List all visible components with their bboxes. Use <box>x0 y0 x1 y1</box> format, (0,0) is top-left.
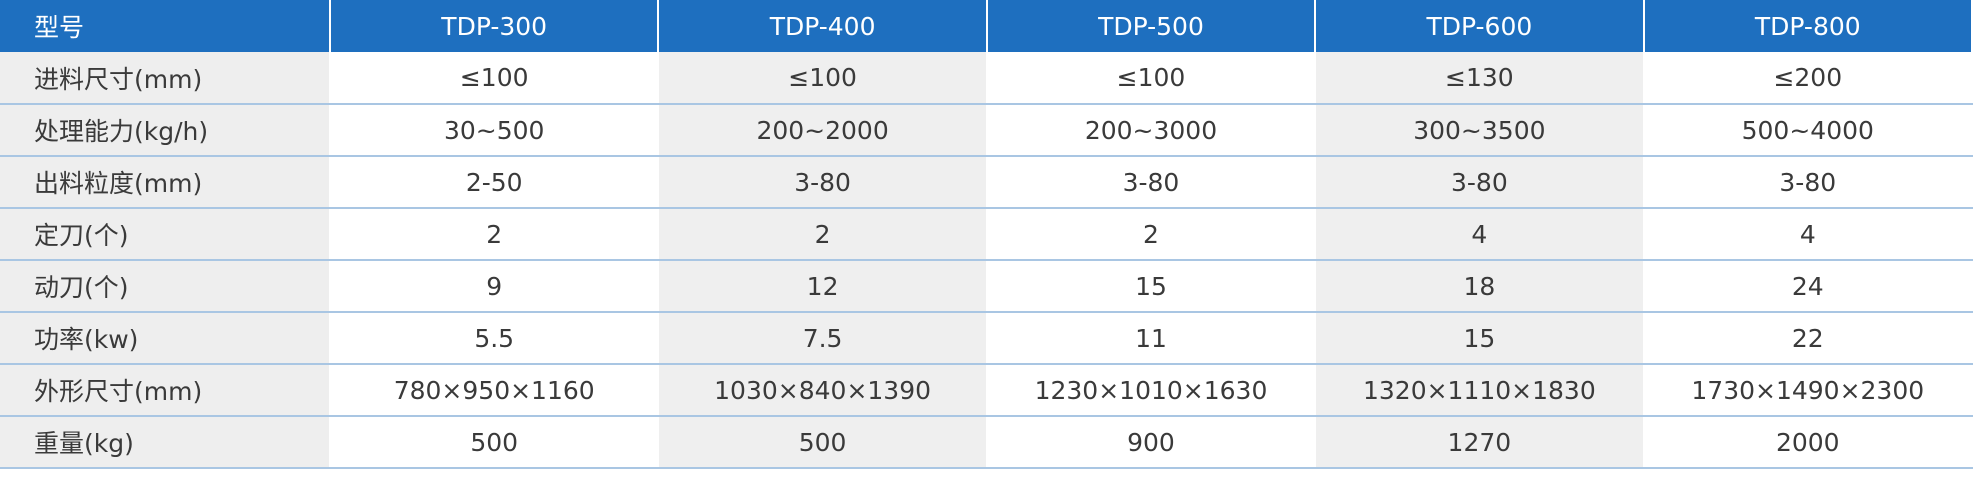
header-cell: TDP-400 <box>658 0 988 52</box>
table-row: 进料尺寸(mm) ≤100 ≤100 ≤100 ≤130 ≤200 <box>0 52 1973 105</box>
table-row: 外形尺寸(mm) 780×950×1160 1030×840×1390 1230×10… <box>0 364 1973 417</box>
table-cell: 9 <box>330 260 660 313</box>
row-label: 出料粒度(mm) <box>0 156 331 209</box>
table-cell: 15 <box>986 260 1317 313</box>
table-cell: 200~2000 <box>658 104 988 157</box>
row-label: 进料尺寸(mm) <box>0 52 331 105</box>
table-row: 出料粒度(mm) 2-50 3-80 3-80 3-80 3-80 <box>0 156 1973 209</box>
table-cell: 30~500 <box>330 104 660 157</box>
table-row: 动刀(个) 9 12 15 18 24 <box>0 260 1973 313</box>
table-cell: 300~3500 <box>1315 104 1645 157</box>
row-label: 功率(kw) <box>0 312 331 365</box>
table-cell: ≤100 <box>986 52 1317 105</box>
table-cell: 1230×1010×1630 <box>986 364 1317 417</box>
table-cell: 24 <box>1643 260 1973 313</box>
table-cell: 2 <box>330 208 660 261</box>
table-body: 进料尺寸(mm) ≤100 ≤100 ≤100 ≤130 ≤200 处理能力(kg/h) 30… <box>0 52 1973 469</box>
table-cell: 2 <box>986 208 1317 261</box>
row-label: 定刀(个) <box>0 208 331 261</box>
table-cell: 200~3000 <box>986 104 1317 157</box>
table-cell: 12 <box>658 260 988 313</box>
table-cell: ≤100 <box>330 52 660 105</box>
table-cell: 900 <box>986 416 1317 469</box>
table-cell: 4 <box>1315 208 1645 261</box>
table-cell: 3-80 <box>1643 156 1973 209</box>
header-cell: 型号 <box>0 0 331 52</box>
table-cell: 3-80 <box>658 156 988 209</box>
table-cell: 7.5 <box>658 312 988 365</box>
table-cell: ≤130 <box>1315 52 1645 105</box>
table-cell: 2-50 <box>330 156 660 209</box>
table-cell: 22 <box>1643 312 1973 365</box>
table-cell: 15 <box>1315 312 1645 365</box>
table-cell: 1030×840×1390 <box>658 364 988 417</box>
table-cell: 2 <box>658 208 988 261</box>
row-label: 处理能力(kg/h) <box>0 104 331 157</box>
table-cell: 18 <box>1315 260 1645 313</box>
table-cell: 500 <box>330 416 660 469</box>
table-cell: ≤200 <box>1643 52 1973 105</box>
spec-table: 型号 TDP-300 TDP-400 TDP-500 TDP-600 TDP-800 进料… <box>0 0 1973 469</box>
header-cell: TDP-300 <box>330 0 660 52</box>
table-row: 功率(kw) 5.5 7.5 11 15 22 <box>0 312 1973 365</box>
table-cell: 780×950×1160 <box>330 364 660 417</box>
table-cell: 1730×1490×2300 <box>1643 364 1973 417</box>
row-label: 外形尺寸(mm) <box>0 364 331 417</box>
table-cell: 4 <box>1643 208 1973 261</box>
table-cell: 3-80 <box>986 156 1317 209</box>
table-row: 处理能力(kg/h) 30~500 200~2000 200~3000 300~3500… <box>0 104 1973 157</box>
table-cell: 500~4000 <box>1643 104 1973 157</box>
header-cell: TDP-600 <box>1315 0 1645 52</box>
row-label: 动刀(个) <box>0 260 331 313</box>
table-cell: ≤100 <box>658 52 988 105</box>
table-cell: 11 <box>986 312 1317 365</box>
table-cell: 5.5 <box>330 312 660 365</box>
header-cell: TDP-800 <box>1643 0 1973 52</box>
table-row: 定刀(个) 2 2 2 4 4 <box>0 208 1973 261</box>
row-label: 重量(kg) <box>0 416 331 469</box>
table-cell: 3-80 <box>1315 156 1645 209</box>
header-row: 型号 TDP-300 TDP-400 TDP-500 TDP-600 TDP-800 <box>0 0 1973 52</box>
table-row: 重量(kg) 500 500 900 1270 2000 <box>0 416 1973 469</box>
table-cell: 1320×1110×1830 <box>1315 364 1645 417</box>
table-cell: 2000 <box>1643 416 1973 469</box>
header-cell: TDP-500 <box>986 0 1317 52</box>
table-cell: 500 <box>658 416 988 469</box>
table-cell: 1270 <box>1315 416 1645 469</box>
